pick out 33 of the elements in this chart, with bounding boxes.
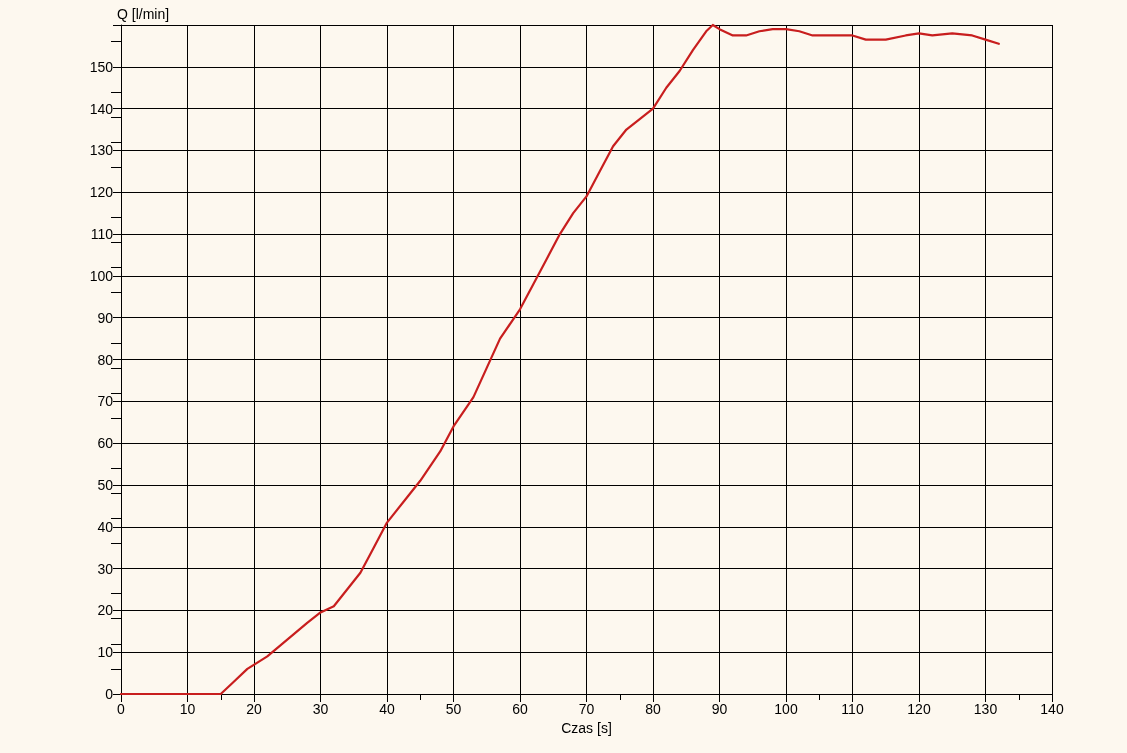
y-tick-label: 140	[89, 100, 114, 117]
y-tick-label: 20	[97, 602, 114, 619]
y-tick-label: 60	[97, 435, 114, 452]
y-axis-title: Q [l/min]	[117, 6, 170, 22]
x-tick-label: 90	[711, 701, 728, 717]
y-tick-label: 100	[89, 267, 114, 284]
y-tick-label: 110	[90, 226, 114, 243]
x-tick-label: 70	[578, 701, 595, 717]
x-tick-label: 10	[179, 701, 196, 717]
x-tick-label: 80	[645, 701, 661, 717]
y-tick-label: 10	[97, 644, 114, 661]
x-tick-label: 140	[1040, 701, 1064, 717]
y-tick-label: 150	[89, 58, 114, 75]
x-tick-label: 130	[973, 701, 998, 717]
y-tick-label: 80	[97, 351, 114, 368]
y-tick-label: 120	[89, 184, 114, 201]
y-tick-label: 50	[97, 476, 114, 493]
x-tick-label: 100	[774, 701, 798, 717]
y-tick-label: 130	[89, 142, 114, 159]
x-tick-label: 50	[445, 701, 462, 717]
y-tick-label: 70	[97, 393, 114, 410]
y-tick-label: 30	[97, 560, 114, 577]
x-tick-label: 20	[246, 701, 262, 717]
x-tick-label: 40	[379, 701, 395, 717]
x-tick-label: 120	[907, 701, 931, 717]
x-axis-title: Czas [s]	[561, 719, 612, 736]
y-tick-label: 90	[97, 309, 114, 326]
x-tick-label: 0	[117, 701, 126, 717]
x-tick-label: 110	[841, 701, 864, 717]
x-tick-label: 30	[312, 701, 329, 717]
x-tick-label: 60	[512, 701, 528, 717]
y-tick-label: 0	[105, 686, 114, 702]
y-tick-label: 40	[97, 518, 114, 535]
